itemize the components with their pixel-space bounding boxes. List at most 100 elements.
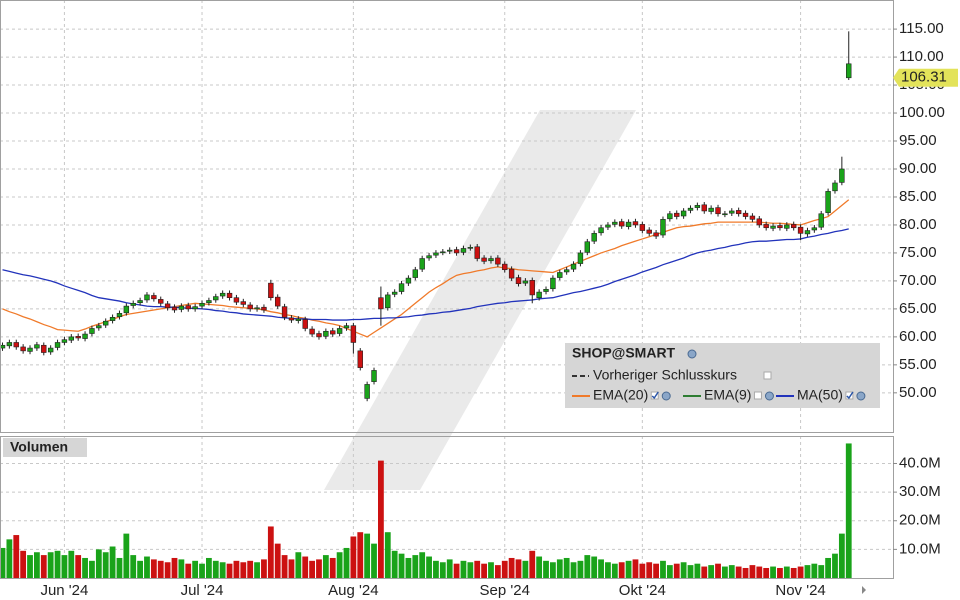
legend-title: SHOP@SMART xyxy=(572,345,676,361)
volume-bar xyxy=(82,557,88,578)
prev-close-checkbox[interactable] xyxy=(763,371,772,380)
volume-panel-frame xyxy=(0,436,894,579)
candle-body xyxy=(680,210,687,217)
legend-check xyxy=(651,391,659,400)
volume-bar xyxy=(481,563,487,578)
candle-body xyxy=(309,328,315,335)
volume-bar xyxy=(54,550,61,578)
candle-body xyxy=(639,224,646,231)
candle-body xyxy=(756,218,763,226)
candle-body xyxy=(192,306,198,310)
x-tick-label: Sep '24 xyxy=(480,582,530,599)
y-tick-label: 110.00 xyxy=(899,48,944,65)
volume-bar xyxy=(556,559,563,578)
volume-bar xyxy=(811,563,818,578)
candle-body xyxy=(832,182,838,192)
volume-bar xyxy=(20,550,27,578)
volume-bar xyxy=(329,557,336,578)
candle-body xyxy=(247,304,253,310)
candle-body xyxy=(598,227,604,234)
volume-bar xyxy=(240,562,247,578)
candle-body xyxy=(515,277,522,285)
candle-body xyxy=(226,292,233,298)
volume-bar xyxy=(0,547,6,578)
volume-bar xyxy=(412,555,419,578)
legend-checkbox[interactable] xyxy=(650,391,659,400)
y-tick-label: 40.0M xyxy=(899,454,941,471)
globe-icon xyxy=(856,391,866,401)
candle-body xyxy=(749,215,756,220)
volume-bar xyxy=(611,563,618,578)
candle-body xyxy=(612,221,618,225)
volume-bar xyxy=(378,460,384,578)
volume-bar xyxy=(687,565,694,578)
candle-body xyxy=(701,204,707,212)
candle-body xyxy=(75,336,81,339)
volume-bar xyxy=(770,566,776,578)
last-price-label: 106.31 xyxy=(901,69,947,86)
candle-body xyxy=(722,213,728,216)
volume-bar xyxy=(543,560,549,578)
candle-body xyxy=(364,384,370,399)
candle-body xyxy=(453,249,460,254)
y-tick-label: 50.00 xyxy=(899,384,937,401)
candle-body xyxy=(729,210,735,214)
candle-body xyxy=(164,303,171,309)
candle-body xyxy=(846,63,852,79)
candle-body xyxy=(426,255,432,259)
volume-bar xyxy=(797,566,804,578)
volume-bar xyxy=(164,562,171,578)
volume-bar xyxy=(295,552,302,578)
y-tick-label: 95.00 xyxy=(899,132,937,149)
legend-label: EMA(20) xyxy=(593,387,648,403)
candle-body xyxy=(336,328,343,334)
candle-body xyxy=(213,296,219,301)
legend-checkbox[interactable] xyxy=(845,391,854,400)
candle-body xyxy=(488,258,494,262)
volume-bar xyxy=(845,443,852,578)
candle-body xyxy=(674,212,680,217)
indicator-line xyxy=(2,199,850,338)
volume-bar xyxy=(832,553,838,578)
candle-body xyxy=(804,230,811,235)
candle-body xyxy=(481,257,487,262)
volume-bar xyxy=(247,560,254,578)
volume-bar xyxy=(694,563,701,578)
candle-body xyxy=(495,257,501,265)
candle-body xyxy=(13,342,19,348)
candle-body xyxy=(391,291,398,295)
y-tick-label: 90.00 xyxy=(899,160,937,177)
volume-bar xyxy=(192,560,199,578)
globe-icon xyxy=(661,391,671,401)
volume-bar xyxy=(233,560,240,578)
x-tick-label: Aug '24 xyxy=(328,582,378,599)
candle-body xyxy=(839,168,845,183)
volume-bar xyxy=(185,563,192,578)
candle-body xyxy=(199,302,205,307)
watermark xyxy=(324,110,636,490)
candle-body xyxy=(667,213,673,220)
y-tick-label: 60.00 xyxy=(899,328,937,345)
scroll-arrow[interactable] xyxy=(862,586,866,594)
volume-bar xyxy=(212,560,219,578)
candle-body xyxy=(790,224,797,229)
volume-bar xyxy=(398,553,405,578)
legend-checkbox[interactable] xyxy=(753,391,762,400)
volume-bar xyxy=(34,552,40,578)
candle-body xyxy=(502,263,508,271)
last-price-box xyxy=(899,68,958,87)
candle-body xyxy=(632,221,639,226)
candle-body xyxy=(543,289,549,292)
volume-bar xyxy=(660,560,666,578)
volume-bar xyxy=(508,557,515,578)
candle-body xyxy=(467,247,474,249)
volume-bar xyxy=(405,557,412,578)
volume-bar xyxy=(446,559,453,578)
candle-body xyxy=(47,347,54,353)
candle-body xyxy=(96,325,102,329)
volume-bar xyxy=(515,559,522,578)
volume-bar xyxy=(13,535,20,578)
volume-bar xyxy=(494,565,501,578)
